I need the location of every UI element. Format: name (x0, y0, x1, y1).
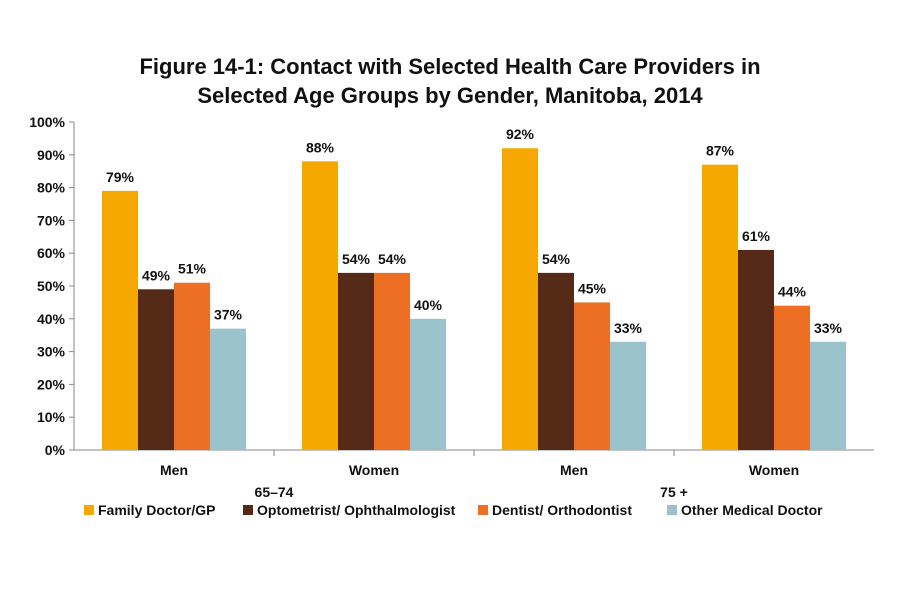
bar-value-label: 54% (378, 251, 407, 267)
legend-swatch (667, 505, 677, 515)
legend-label: Other Medical Doctor (681, 502, 823, 518)
bar (538, 272, 574, 450)
bar-value-label: 51% (178, 261, 207, 277)
legend-label: Optometrist/ Ophthalmologist (257, 502, 456, 518)
bar-value-label: 92% (506, 126, 535, 142)
legend-swatch (478, 505, 488, 515)
bar-value-label: 88% (306, 139, 335, 155)
y-tick-label: 30% (37, 344, 66, 360)
bar-value-label: 54% (342, 251, 371, 267)
bar-value-label: 49% (142, 267, 171, 283)
category-label: Women (749, 462, 799, 478)
bar-value-label: 37% (214, 307, 243, 323)
category-label: Men (160, 462, 188, 478)
bar (574, 302, 610, 450)
y-tick-label: 90% (37, 147, 66, 163)
y-tick-label: 40% (37, 311, 66, 327)
legend-label: Dentist/ Orthodontist (492, 502, 632, 518)
bar (502, 148, 538, 451)
bar-value-label: 61% (742, 228, 771, 244)
bar-value-label: 40% (414, 297, 443, 313)
category-label: Men (560, 462, 588, 478)
bar (302, 161, 338, 451)
legend-swatch (243, 505, 253, 515)
y-tick-label: 100% (29, 114, 65, 130)
bar (738, 249, 774, 450)
bar (810, 341, 846, 450)
bar-value-label: 54% (542, 251, 571, 267)
y-tick-label: 60% (37, 245, 66, 261)
bar-value-label: 33% (614, 320, 643, 336)
bar (610, 341, 646, 450)
group-label: 75 + (660, 484, 688, 500)
y-tick-label: 20% (37, 376, 66, 392)
bar (338, 272, 374, 450)
group-label: 65–74 (255, 484, 294, 500)
legend-swatch (84, 505, 94, 515)
bar-value-label: 45% (578, 280, 607, 296)
bar (702, 164, 738, 450)
bar (374, 272, 410, 450)
bar-value-label: 87% (706, 143, 735, 159)
bar (774, 305, 810, 450)
category-label: Women (349, 462, 399, 478)
bar (410, 318, 446, 450)
legend-label: Family Doctor/GP (98, 502, 215, 518)
bar (102, 190, 138, 450)
title-line-2: Selected Age Groups by Gender, Manitoba,… (197, 83, 703, 108)
chart-title: Figure 14-1: Contact with Selected Healt… (0, 52, 900, 110)
y-tick-label: 80% (37, 180, 66, 196)
y-tick-label: 50% (37, 278, 66, 294)
bar-value-label: 79% (106, 169, 135, 185)
bar (138, 289, 174, 450)
y-tick-label: 0% (45, 442, 66, 458)
bar (174, 282, 210, 450)
y-tick-label: 70% (37, 212, 66, 228)
bar-value-label: 44% (778, 284, 807, 300)
bar (210, 328, 246, 450)
bar-value-label: 33% (814, 320, 843, 336)
y-tick-label: 10% (37, 409, 66, 425)
title-line-1: Figure 14-1: Contact with Selected Healt… (139, 54, 761, 79)
